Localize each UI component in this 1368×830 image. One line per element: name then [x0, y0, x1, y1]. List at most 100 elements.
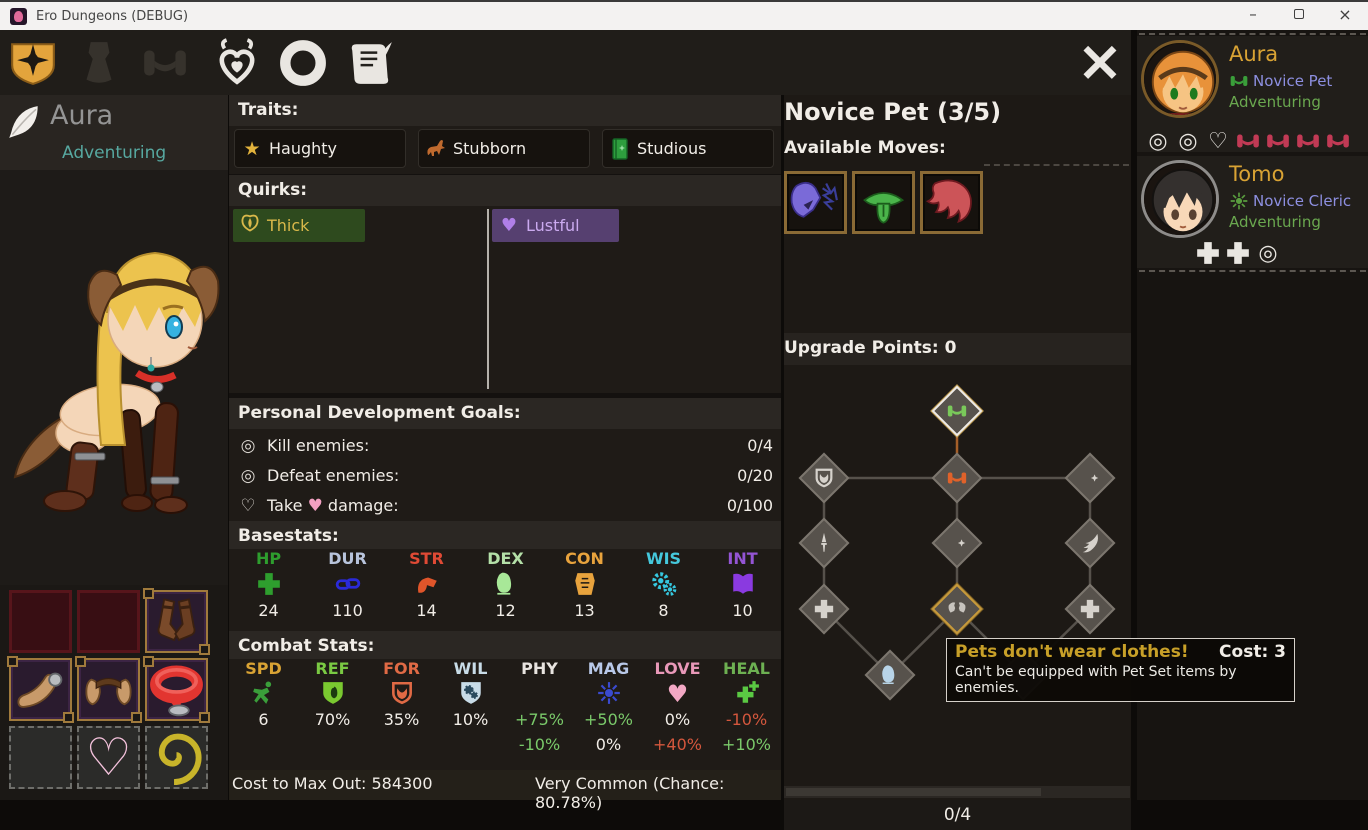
goals-heading: Personal Development Goals: [229, 398, 781, 429]
window-close-button[interactable]: × [1322, 0, 1368, 28]
bark-move-icon [787, 174, 844, 231]
upgrade-points-label: Upgrade Points: 0 [784, 338, 957, 358]
goals-list: ◎ Kill enemies: 0/4 ◎ Defeat enemies: 0/… [229, 429, 781, 521]
dumbbell-icon [946, 467, 968, 489]
stat-wil: WIL 10% [436, 659, 505, 735]
move-slot-bark[interactable] [784, 171, 847, 234]
stat-phy: PHY +75% -10% [505, 659, 574, 754]
equip-slot-boots[interactable] [143, 588, 210, 655]
stat-str: STR 14 [387, 549, 466, 620]
app-icon [10, 7, 27, 25]
quirks-area: Thick ♥ Lustful [229, 206, 781, 393]
foot-icon [466, 571, 545, 601]
armor-icon [545, 571, 624, 601]
runner-icon [229, 680, 298, 710]
equip-slot-ears[interactable] [75, 656, 142, 723]
equip-slot-heart[interactable]: ♡ [77, 726, 140, 789]
close-icon: × [1076, 29, 1124, 94]
traits-heading: Traits: [229, 95, 781, 126]
pet-progress: 0/4 [784, 800, 1131, 830]
lust-heart-icon: ♥ [307, 496, 323, 516]
aura-goal-icons: ◎ ◎ ♡ [1143, 128, 1353, 154]
stat-int: INT 10 [703, 549, 782, 620]
gears-icon [624, 571, 703, 601]
ring-icon [278, 38, 328, 88]
equip-slot-collar[interactable] [143, 656, 210, 723]
skill-tooltip: Pets don't wear clothes! Cost: 3 Can't b… [946, 638, 1295, 702]
party-member-aura[interactable]: Aura Novice Pet Adventuring ◎ ◎ ♡ [1137, 36, 1368, 154]
member-name: Aura [1229, 42, 1279, 66]
member-class: Novice Cleric [1229, 191, 1351, 211]
tab-kink-button[interactable] [208, 34, 266, 92]
combat-heading: Combat Stats: [229, 631, 781, 659]
quirk-column-divider [487, 209, 489, 389]
heart-outline-icon: ♡ [240, 496, 256, 516]
stubborn-icon [419, 137, 453, 161]
dress-icon [74, 38, 124, 88]
scrollbar-thumb[interactable] [786, 788, 1041, 796]
heart-slot-icon: ♡ [85, 728, 132, 788]
available-moves-heading: Available Moves: [784, 138, 946, 158]
ears-item-icon [79, 660, 138, 719]
goal-kill-enemies: ◎ Kill enemies: 0/4 [237, 435, 773, 465]
claw-icon [1079, 532, 1101, 554]
footer-bar: Cost to Max Out: 584300 Very Common (Cha… [229, 770, 781, 812]
plus-icon [1223, 240, 1253, 266]
tree-scrollbar[interactable] [784, 786, 1130, 798]
stat-ref: REF 70% [298, 659, 367, 735]
tooltip-cost: Cost: 3 [1219, 642, 1286, 662]
stat-hp: HP 24 [229, 549, 308, 620]
party-separator [1139, 33, 1366, 35]
equip-slot-empty-2[interactable] [77, 590, 140, 653]
equip-slot-misc[interactable] [9, 726, 72, 789]
trait-stubborn[interactable]: Stubborn [418, 129, 590, 168]
stat-heal: HEAL -10% +10% [712, 659, 781, 754]
trait-studious[interactable]: Studious [602, 129, 774, 168]
move-slot-lick[interactable] [852, 171, 915, 234]
tab-outfit-button[interactable] [70, 34, 128, 92]
heart-outline-icon: ♡ [1208, 128, 1228, 154]
stat-love: LOVE ♥ 0% +40% [643, 659, 712, 754]
member-name: Tomo [1229, 162, 1285, 186]
tab-collar-button[interactable] [274, 34, 332, 92]
chain-icon [308, 571, 387, 601]
cleric-class-icon [1229, 191, 1249, 211]
minimize-icon: – [1249, 5, 1257, 23]
pet-dumbbell-icon [1323, 128, 1353, 154]
close-screen-button[interactable]: × [1070, 32, 1130, 92]
bullseye-icon: ◎ [240, 436, 256, 456]
feather-icon [6, 100, 44, 144]
dumbbell-icon [946, 400, 968, 422]
star-icon: ★ [243, 137, 261, 160]
tab-character-button[interactable] [4, 34, 62, 92]
book-icon [603, 137, 637, 161]
pet-class-title: Novice Pet (3/5) [784, 98, 1002, 126]
character-status: Adventuring [62, 143, 167, 163]
move-slot-pounce[interactable] [920, 171, 983, 234]
trait-haughty[interactable]: ★ Haughty [234, 129, 406, 168]
equip-slot-tail[interactable] [7, 656, 74, 723]
goal-value: 0/20 [737, 466, 773, 485]
quirk-thick[interactable]: Thick [233, 209, 365, 242]
minimize-button[interactable]: – [1230, 0, 1276, 28]
tomo-goal-icons: ◎ [1193, 240, 1283, 266]
maximize-icon [1294, 9, 1304, 19]
basestats-heading: Basestats: [229, 521, 781, 549]
equip-slot-empty-1[interactable] [9, 590, 72, 653]
will-shield-icon [436, 680, 505, 710]
tooltip-description: Can't be equipped with Pet Set items by … [955, 664, 1237, 696]
stat-dex: DEX 12 [466, 549, 545, 620]
combat-row: SPD 6 REF 70% FOR 35% WIL 10% PHY +75% -10% MA… [229, 659, 781, 770]
heart-ornament-icon [212, 38, 262, 88]
tab-log-button[interactable] [342, 34, 400, 92]
foot-icon [879, 664, 901, 686]
tab-pet-button[interactable] [136, 34, 194, 92]
thick-icon [233, 213, 267, 238]
maximize-button[interactable] [1276, 0, 1322, 28]
quirk-lustful[interactable]: ♥ Lustful [492, 209, 619, 242]
stat-con: CON 13 [545, 549, 624, 620]
crescent-star-icon [1079, 467, 1101, 489]
party-member-tomo[interactable]: Tomo Novice Cleric Adventuring ◎ [1137, 156, 1368, 268]
pet-dumbbell-icon [1293, 128, 1323, 154]
equip-slot-hypno[interactable] [145, 726, 208, 789]
